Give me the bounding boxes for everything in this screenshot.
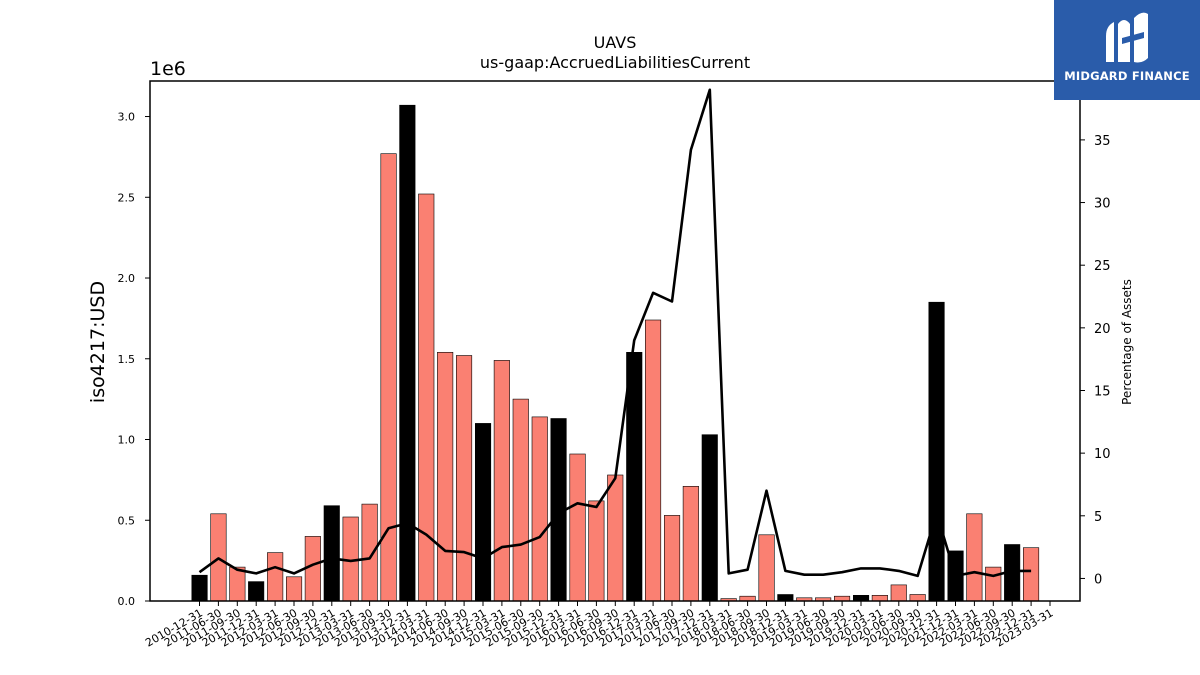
bar	[663, 515, 681, 602]
bar	[229, 566, 246, 602]
chart-subtitle: us-gaap:AccruedLiabilitiesCurrent	[480, 53, 750, 72]
bar	[928, 301, 945, 602]
bar	[455, 355, 473, 602]
bar	[304, 536, 321, 602]
y-tick-label: 0.5	[118, 514, 136, 527]
y-tick-label: 3.0	[118, 111, 136, 124]
bar	[248, 581, 265, 602]
bar	[1022, 547, 1040, 602]
y-right-tick-label: 30	[1094, 197, 1111, 212]
logo-text: MIDGARD FINANCE	[1064, 69, 1190, 83]
y-axis-label: iso4217:USD	[87, 281, 109, 403]
y-right-tick-label: 5	[1094, 510, 1102, 525]
bar	[191, 574, 208, 602]
bar	[531, 416, 548, 602]
bar	[966, 513, 983, 602]
y-right-tick-label: 15	[1094, 384, 1111, 399]
bar	[285, 576, 303, 602]
bar	[493, 360, 510, 602]
y-right-tick-label: 20	[1094, 322, 1111, 337]
bars-layer	[191, 104, 1040, 602]
y-offset-text: 1e6	[150, 58, 186, 80]
y-right-tick-label: 10	[1094, 447, 1111, 462]
bar	[758, 534, 775, 602]
bar	[871, 594, 888, 602]
bar	[474, 423, 492, 602]
y-axis-label-right: Percentage of Assets	[1120, 279, 1134, 405]
bar	[323, 505, 340, 602]
axis-layer: 0.00.51.01.52.02.53.0051015202530352010-…	[118, 111, 1111, 650]
bar	[437, 351, 454, 602]
chart-title: UAVS	[594, 33, 637, 52]
bar	[682, 485, 699, 602]
bar	[890, 584, 907, 602]
midgard-finance-logo: MIDGARD FINANCE	[1054, 0, 1200, 100]
bar	[607, 474, 624, 602]
bar	[777, 594, 794, 602]
y-right-tick-label: 35	[1094, 134, 1111, 149]
midgard-logo-icon	[1106, 12, 1148, 63]
y-tick-label: 1.5	[118, 353, 136, 366]
bar	[512, 398, 529, 602]
bar	[626, 351, 643, 602]
bar	[569, 453, 586, 602]
bar	[267, 552, 284, 602]
y-tick-label: 0.0	[118, 595, 136, 608]
y-right-tick-label: 25	[1094, 259, 1111, 274]
line-layer	[198, 88, 1032, 578]
bar	[701, 434, 718, 602]
percentage-line	[198, 88, 1032, 578]
bar	[361, 503, 378, 602]
y-tick-label: 1.0	[118, 434, 136, 447]
plot-frame	[149, 80, 1081, 602]
y-tick-label: 2.5	[118, 191, 136, 204]
bar	[985, 566, 1002, 602]
y-tick-label: 2.0	[118, 272, 136, 285]
bar	[909, 594, 926, 602]
bar	[644, 319, 662, 602]
bar	[588, 500, 605, 602]
bar	[380, 153, 397, 602]
y-right-tick-label: 0	[1094, 572, 1102, 587]
bar	[852, 594, 870, 602]
